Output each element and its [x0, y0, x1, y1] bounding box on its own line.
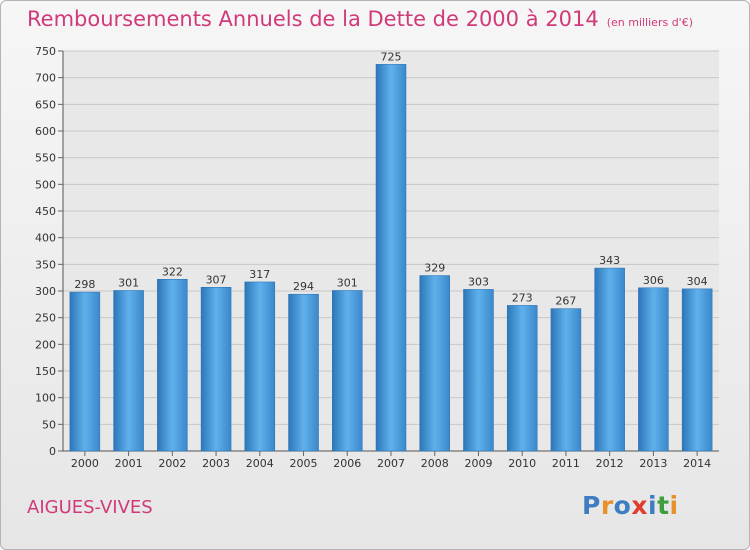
y-tick-label: 250	[35, 312, 56, 325]
bar-value-label: 298	[74, 278, 95, 291]
y-tick-label: 650	[35, 98, 56, 111]
x-tick-label: 2009	[464, 457, 492, 470]
x-tick-label: 2001	[115, 457, 143, 470]
bar	[375, 64, 407, 452]
y-tick-label: 350	[35, 258, 56, 271]
bar-value-label: 329	[424, 262, 445, 275]
bar	[463, 289, 494, 452]
chart-title-block: Remboursements Annuels de la Dette de 20…	[27, 7, 693, 31]
bar-value-label: 343	[599, 254, 620, 267]
bar-value-label: 273	[512, 291, 533, 304]
bar	[157, 279, 188, 452]
x-tick-label: 2011	[552, 457, 580, 470]
y-tick-label: 400	[35, 232, 56, 245]
y-tick-label: 500	[35, 178, 56, 191]
y-tick-label: 0	[49, 445, 56, 458]
bar-value-label: 303	[468, 275, 489, 288]
y-tick-label: 150	[35, 365, 56, 378]
logo-letter: P	[582, 491, 601, 520]
bar	[550, 308, 582, 452]
bar-value-label: 304	[687, 275, 708, 288]
logo-letter: x	[631, 491, 648, 520]
y-tick-label: 450	[35, 205, 56, 218]
x-tick-label: 2003	[202, 457, 230, 470]
proxiti-logo: Proxiti	[582, 491, 679, 520]
bar-value-label: 725	[381, 50, 402, 63]
x-tick-label: 2004	[246, 457, 274, 470]
x-tick-label: 2010	[508, 457, 536, 470]
bar	[288, 293, 319, 452]
bar	[113, 290, 144, 452]
x-tick-label: 2012	[596, 457, 624, 470]
chart-unit: (en milliers d'€)	[606, 16, 693, 29]
y-tick-label: 750	[35, 45, 56, 58]
x-tick-label: 2014	[683, 457, 711, 470]
logo-letter: i	[669, 491, 679, 520]
bar-value-label: 294	[293, 280, 314, 293]
logo-letter: o	[613, 491, 632, 520]
y-tick-label: 300	[35, 285, 56, 298]
logo-letter: i	[648, 491, 658, 520]
bar-value-label: 301	[118, 276, 139, 289]
logo-letter: r	[600, 491, 614, 520]
y-tick-label: 50	[42, 418, 56, 431]
bar	[244, 281, 276, 452]
bar-value-label: 301	[337, 276, 358, 289]
bar-value-label: 322	[162, 265, 183, 278]
x-tick-label: 2013	[639, 457, 667, 470]
x-tick-label: 2005	[290, 457, 318, 470]
chart-title: Remboursements Annuels de la Dette de 20…	[27, 7, 599, 31]
y-tick-label: 600	[35, 125, 56, 138]
y-tick-label: 100	[35, 392, 56, 405]
bar-value-label: 306	[643, 274, 664, 287]
bar	[594, 267, 625, 452]
bar-value-label: 317	[249, 268, 270, 281]
bar	[69, 291, 101, 452]
bar	[200, 287, 232, 452]
bar	[638, 287, 669, 452]
bar	[332, 290, 363, 452]
y-tick-label: 550	[35, 152, 56, 165]
y-tick-label: 200	[35, 338, 56, 351]
bar	[419, 275, 450, 452]
x-tick-label: 2007	[377, 457, 405, 470]
x-tick-label: 2008	[421, 457, 449, 470]
bar-value-label: 307	[206, 273, 227, 286]
bar-value-label: 267	[555, 295, 576, 308]
x-tick-label: 2000	[71, 457, 99, 470]
commune-name: AIGUES-VIVES	[27, 497, 153, 518]
x-tick-label: 2002	[158, 457, 186, 470]
logo-letter: t	[657, 491, 670, 520]
bar	[506, 305, 538, 452]
y-tick-label: 700	[35, 72, 56, 85]
x-tick-label: 2006	[333, 457, 361, 470]
bar	[681, 288, 713, 452]
